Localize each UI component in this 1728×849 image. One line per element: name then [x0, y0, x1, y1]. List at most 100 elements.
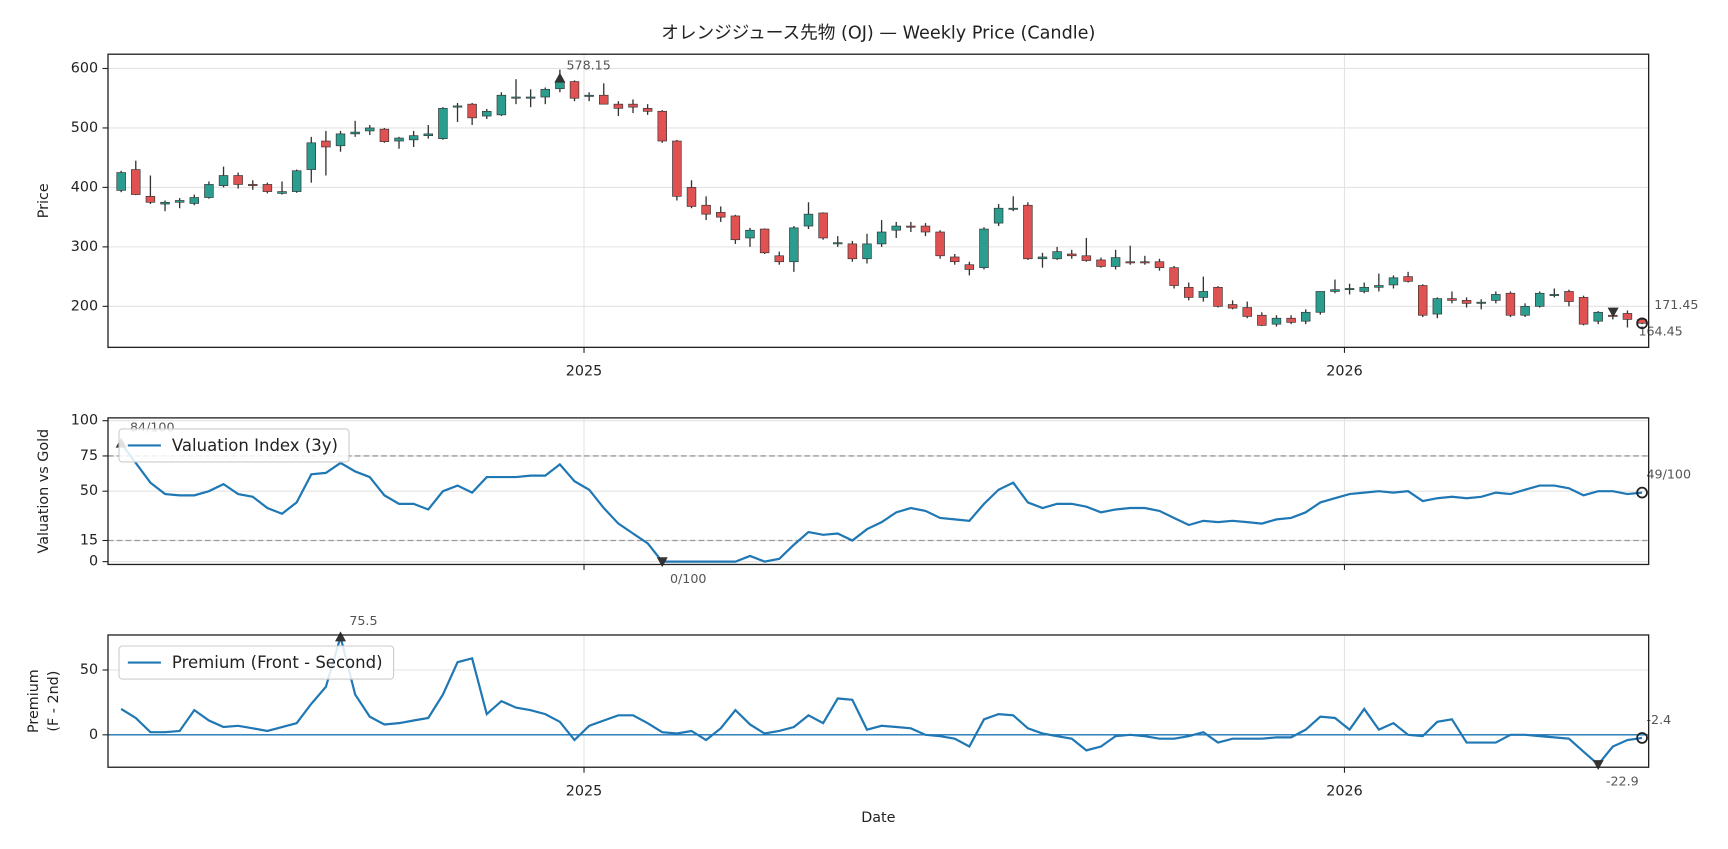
min-marker	[656, 557, 668, 568]
candle-body	[1447, 298, 1457, 301]
candle-body	[291, 170, 302, 192]
candle-body	[1315, 291, 1326, 313]
candle-body	[774, 255, 784, 263]
x-tick-label: 2025	[566, 364, 602, 380]
candle-body	[745, 229, 755, 239]
y-axis-label: Premium	[26, 669, 42, 733]
candle-body	[1184, 286, 1194, 298]
candle-body	[1213, 286, 1223, 307]
y-axis-label: (F - 2nd)	[46, 671, 62, 732]
plot-frame	[107, 53, 1650, 349]
candle-body	[833, 242, 843, 245]
candle-body	[204, 184, 214, 198]
candle-body	[248, 184, 258, 186]
y-tick-label: 75	[80, 448, 98, 464]
candle-body	[1037, 256, 1048, 260]
candle-body	[993, 207, 1004, 224]
candle-body	[379, 128, 390, 142]
candle-body	[1154, 261, 1165, 269]
candle-body	[584, 94, 594, 97]
candle-body	[408, 135, 419, 141]
y-axis-label: Valuation vs Gold	[36, 429, 52, 554]
plot-frame	[107, 634, 1650, 768]
candle-body	[321, 140, 331, 148]
candle-body	[935, 231, 945, 257]
candle-body	[1008, 207, 1018, 210]
x-tick-label: 2026	[1326, 783, 1362, 799]
candle-body	[1257, 314, 1267, 326]
y-tick-label: 15	[80, 533, 98, 549]
candle-body	[1359, 286, 1369, 292]
candle-body	[1286, 317, 1296, 323]
y-tick-label: 100	[71, 413, 98, 429]
last-label: -2.4	[1646, 712, 1671, 727]
last-marker	[1636, 732, 1648, 744]
candle-body	[277, 191, 287, 194]
candle-body	[218, 175, 229, 186]
candle-body	[906, 225, 916, 228]
candle-body	[716, 212, 726, 218]
candle-body	[482, 110, 492, 117]
candle-body	[1491, 294, 1501, 301]
y-tick-label: 300	[71, 239, 98, 255]
max-marker	[554, 72, 566, 83]
candle-body	[891, 225, 901, 231]
candle-body	[628, 103, 638, 108]
candle-body	[1227, 304, 1238, 309]
plot-area	[108, 54, 1649, 348]
candle-body	[613, 103, 624, 109]
candle-body	[525, 96, 536, 99]
series-line	[120, 632, 1643, 767]
candle-body	[350, 131, 360, 135]
candle-body	[1169, 267, 1179, 286]
candle-body	[1096, 259, 1106, 267]
candle-body	[920, 225, 931, 233]
min-label: 0/100	[670, 571, 706, 586]
candle-body	[950, 256, 960, 263]
candle-body	[847, 243, 858, 260]
candle-body	[233, 175, 243, 185]
candle-body	[1110, 257, 1121, 267]
min-marker	[1592, 760, 1604, 771]
max-label: 75.5	[349, 613, 377, 628]
y-tick-label: 400	[71, 179, 98, 195]
candle-body	[657, 110, 667, 142]
min-label: 164.45	[1638, 323, 1682, 338]
candle-body	[365, 127, 375, 132]
candle-body	[1081, 255, 1092, 261]
candle-body	[701, 204, 711, 215]
max-marker	[335, 631, 347, 642]
candle-body	[1564, 291, 1574, 302]
candle-body	[1534, 292, 1545, 307]
candle-body	[189, 197, 200, 204]
candle-body	[1140, 261, 1150, 264]
y-tick-label: 500	[71, 120, 98, 136]
y-tick-label: 50	[80, 483, 98, 499]
candle-body	[1242, 307, 1252, 317]
candle-body	[1403, 276, 1413, 282]
last-marker	[1636, 317, 1648, 330]
x-tick-label: 2026	[1326, 364, 1362, 380]
candle-body	[1300, 311, 1311, 322]
candle-body	[1052, 251, 1062, 260]
last-marker	[1636, 486, 1648, 499]
candle-body	[862, 243, 872, 260]
candle-body	[730, 215, 741, 241]
max-label: 578.15	[566, 58, 610, 73]
candle-body	[467, 103, 477, 119]
candle-body	[1198, 291, 1209, 298]
candle-body	[1388, 277, 1399, 286]
candle-body	[306, 142, 316, 170]
candle-body	[569, 81, 580, 99]
y-tick-label: 0	[89, 554, 98, 570]
candle-body	[1432, 298, 1443, 315]
candle-body	[1330, 289, 1340, 292]
candle-body	[672, 140, 682, 197]
candle-body	[452, 105, 463, 108]
x-axis-label: Date	[861, 810, 895, 826]
candle-body	[131, 169, 141, 195]
candle-body	[116, 172, 126, 191]
candle-body	[686, 187, 697, 207]
candle-body	[511, 96, 521, 99]
candle-body	[262, 184, 273, 192]
